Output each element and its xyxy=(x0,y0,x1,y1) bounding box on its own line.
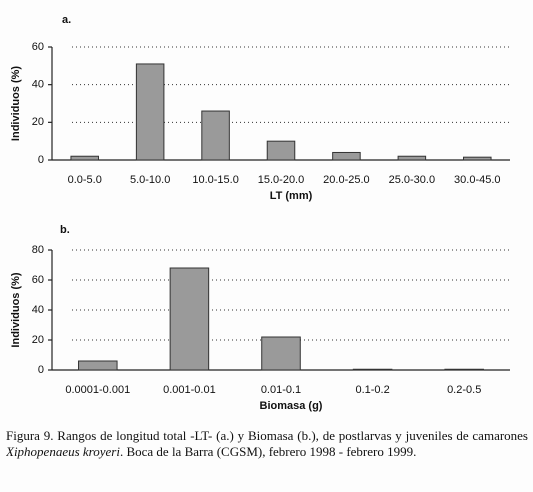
y-tick-label: 60 xyxy=(32,274,44,286)
bar xyxy=(463,156,492,161)
bar xyxy=(78,360,118,371)
x-tick-label: 25.0-30.0 xyxy=(389,174,435,186)
x-tick-label: 0.0-5.0 xyxy=(68,174,102,186)
y-tick-label: 0 xyxy=(38,364,44,376)
bar xyxy=(352,368,393,371)
y-tick-label: 60 xyxy=(32,41,44,53)
y-tick-label: 40 xyxy=(32,304,44,316)
caption: Figura 9. Rangos de longitud total -LT- … xyxy=(6,428,528,460)
x-tick-label: 30.0-45.0 xyxy=(454,174,500,186)
caption-text: Figura 9. Rangos de longitud total -LT- … xyxy=(6,428,528,443)
caption-species: Xiphopenaeus kroyeri xyxy=(6,444,120,459)
y-tick-label: 40 xyxy=(32,79,44,91)
bar xyxy=(332,151,361,161)
x-axis-label: LT (mm) xyxy=(270,190,313,202)
bar xyxy=(444,368,484,371)
x-axis-label: Biomasa (g) xyxy=(260,400,323,412)
y-tick-label: 20 xyxy=(32,116,44,128)
bar xyxy=(261,336,301,371)
x-tick-label: 0.001-0.01 xyxy=(163,384,216,396)
bar xyxy=(135,63,165,161)
y-tick-label: 0 xyxy=(38,154,44,166)
bar xyxy=(266,140,296,161)
y-axis-label: Individuos (%) xyxy=(10,272,22,348)
x-tick-label: 0.2-0.5 xyxy=(447,384,481,396)
x-tick-label: 20.0-25.0 xyxy=(323,174,369,186)
x-tick-label: 0.01-0.1 xyxy=(261,384,301,396)
panel-label: a. xyxy=(62,14,71,26)
y-tick-label: 80 xyxy=(32,244,44,256)
bar xyxy=(397,155,427,161)
x-tick-label: 0.0001-0.001 xyxy=(65,384,130,396)
bar xyxy=(169,267,210,371)
caption-text: . Boca de la Barra (CGSM), febrero 1998 … xyxy=(119,444,417,459)
x-tick-label: 10.0-15.0 xyxy=(192,174,238,186)
y-axis-label: Individuos (%) xyxy=(10,66,22,142)
x-tick-label: 5.0-10.0 xyxy=(130,174,170,186)
x-tick-label: 15.0-20.0 xyxy=(258,174,304,186)
x-tick-label: 0.1-0.2 xyxy=(355,384,389,396)
y-tick-label: 20 xyxy=(32,334,44,346)
panel-label: b. xyxy=(60,224,70,236)
caption-box: Figura 9. Rangos de longitud total -LT- … xyxy=(6,428,528,460)
bar xyxy=(201,110,230,161)
bar xyxy=(70,155,99,161)
